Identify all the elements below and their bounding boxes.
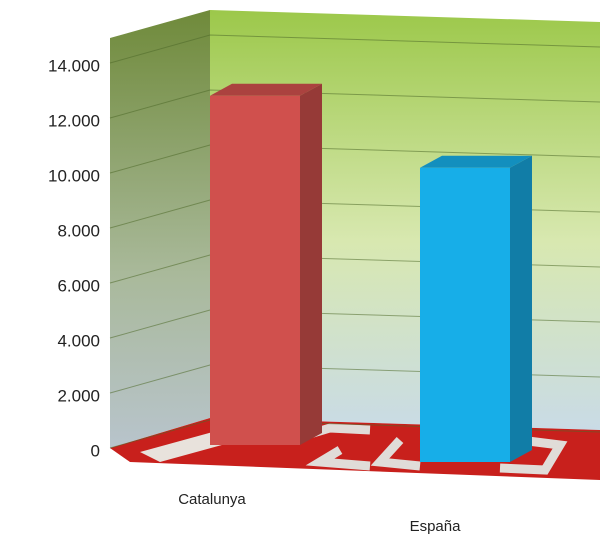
bar [420, 167, 510, 462]
y-tick-label: 6.000 [57, 276, 100, 295]
bar-top [420, 155, 532, 168]
labels: 0 2.000 4.000 6.000 8.000 10.000 12.000 14.000 C… [48, 56, 461, 534]
y-tick-label: 2.000 [57, 386, 100, 405]
bar-side [300, 83, 322, 445]
bar [210, 95, 300, 445]
side-wall [110, 10, 210, 448]
y-tick-label: 12.000 [48, 111, 100, 130]
floor-stroke [370, 436, 421, 471]
x-tick-label: Catalunya [178, 491, 246, 508]
bar-side [510, 155, 532, 462]
y-tick-label: 0 [91, 441, 100, 460]
grid-line [109, 34, 600, 64]
y-tick-label: 10.000 [48, 166, 100, 185]
grid-line [109, 89, 600, 119]
bars [210, 83, 532, 462]
bar-top [210, 83, 322, 96]
y-tick-label: 14.000 [48, 56, 100, 75]
floor-stroke [305, 446, 371, 471]
floor-stroke [499, 435, 568, 475]
x-tick-label: España [410, 518, 462, 535]
y-tick-label: 8.000 [57, 221, 100, 240]
y-tick-label: 4.000 [57, 331, 100, 350]
